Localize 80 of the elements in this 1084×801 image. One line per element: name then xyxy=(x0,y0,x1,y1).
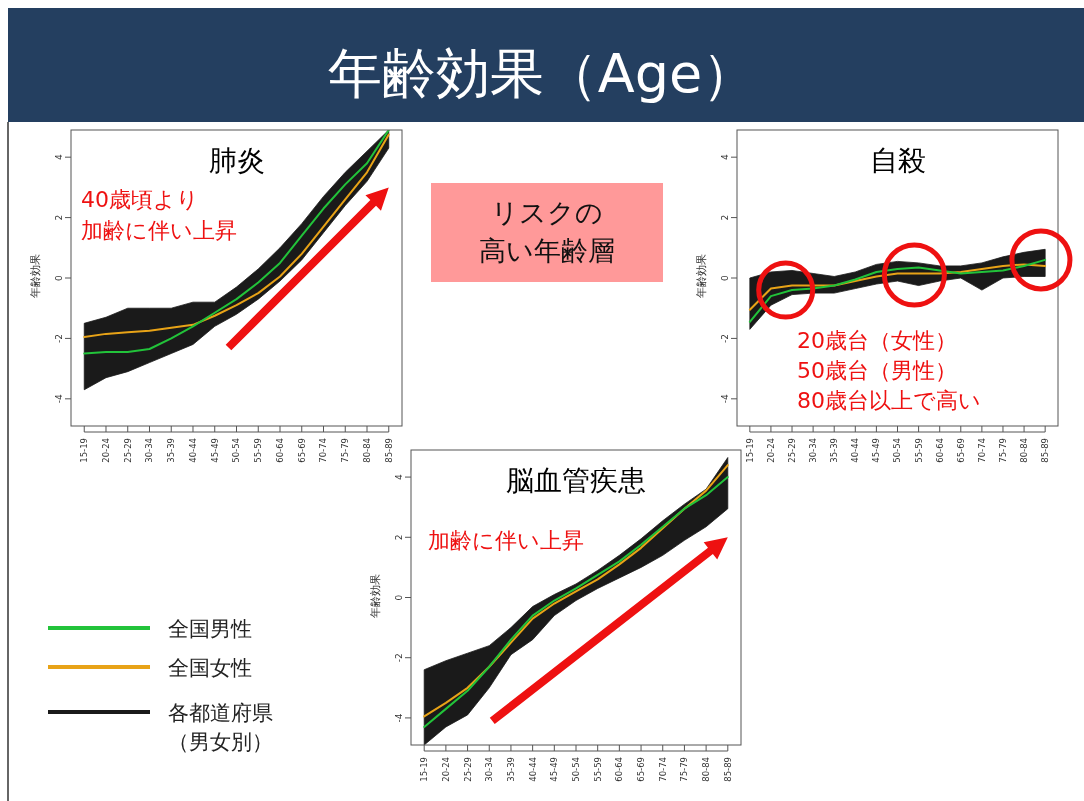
x-tick-label: 70-74 xyxy=(657,757,668,782)
y-tick-label: 4 xyxy=(394,473,405,480)
x-tick-label: 40-44 xyxy=(527,757,538,782)
text: 年齢効果（Age） xyxy=(327,42,757,105)
x-tick-label: 70-74 xyxy=(976,438,987,463)
y-tick-label: 4 xyxy=(54,154,65,161)
line-series xyxy=(748,258,1047,323)
line-series xyxy=(748,263,1047,311)
y-axis-title: 年齢効果 xyxy=(29,254,42,298)
x-tick-label: 25-29 xyxy=(462,757,473,782)
y-tick-label: 2 xyxy=(720,214,731,221)
x-tick-label: 25-29 xyxy=(787,438,797,463)
x-tick-label: 75-79 xyxy=(340,438,351,463)
x-tick-label: 50-54 xyxy=(892,438,903,463)
x-tick-label: 30-34 xyxy=(808,438,819,463)
x-tick-label: 40-44 xyxy=(187,438,198,463)
x-tick-label: 80-84 xyxy=(701,757,712,782)
legend-label: 全国男性 xyxy=(168,617,252,641)
x-tick-label: 15-19 xyxy=(744,438,755,463)
x-tick-label: 45-49 xyxy=(871,438,882,463)
y-tick-label: 2 xyxy=(394,534,405,541)
x-tick-label: 65-69 xyxy=(955,438,966,463)
x-tick-label: 15-19 xyxy=(419,757,430,782)
text: 脳血管疾患 xyxy=(506,464,646,497)
annotation: 80歳台以上で高い xyxy=(797,388,981,413)
legend-label: 各都道府県（男女別） xyxy=(168,701,273,754)
x-tick-label: 65-69 xyxy=(636,757,647,782)
x-tick-label: 45-49 xyxy=(209,438,220,463)
y-tick-label: -2 xyxy=(720,333,731,343)
annotation: 加齢に伴い上昇 xyxy=(428,528,584,553)
x-tick-label: 30-34 xyxy=(484,757,495,782)
y-tick-label: -2 xyxy=(394,653,405,663)
y-tick-label: 4 xyxy=(720,154,731,161)
x-tick-label: 55-59 xyxy=(253,438,264,463)
text: リスクの xyxy=(491,197,603,228)
text: 自殺 xyxy=(869,144,926,177)
x-tick-label: 65-69 xyxy=(296,438,307,463)
x-tick-label: 25-29 xyxy=(122,438,133,463)
x-tick-label: 50-54 xyxy=(570,757,581,782)
y-tick-label: -4 xyxy=(394,713,405,723)
y-axis-title: 年齢効果 xyxy=(369,573,382,618)
x-tick-label: 35-39 xyxy=(829,438,840,463)
x-tick-label: 35-39 xyxy=(505,757,516,782)
y-tick-label: 0 xyxy=(54,274,65,281)
y-tick-label: -4 xyxy=(54,394,65,404)
x-tick-label: 85-89 xyxy=(383,438,394,463)
x-tick-label: 20-24 xyxy=(100,438,111,463)
x-tick-label: 55-59 xyxy=(592,757,603,782)
x-tick-label: 35-39 xyxy=(166,438,177,463)
x-tick-label: 80-84 xyxy=(361,438,372,463)
text: 肺炎 xyxy=(208,144,265,177)
x-tick-label: 80-84 xyxy=(1019,438,1030,463)
text: 高い年齢層 xyxy=(479,235,615,266)
x-tick-label: 50-54 xyxy=(231,438,242,463)
x-tick-label: 60-64 xyxy=(274,438,285,463)
annotation: 50歳台（男性） xyxy=(797,358,957,383)
legend-label: 全国女性 xyxy=(168,656,252,680)
y-tick-label: 2 xyxy=(54,214,65,221)
y-tick-label: -2 xyxy=(54,333,65,343)
x-tick-label: 20-24 xyxy=(765,438,776,463)
x-tick-label: 40-44 xyxy=(850,438,861,463)
x-tick-label: 75-79 xyxy=(997,438,1008,463)
x-tick-label: 85-89 xyxy=(1040,438,1051,463)
x-tick-label: 75-79 xyxy=(679,757,690,782)
x-tick-label: 55-59 xyxy=(913,438,924,463)
annotation: 20歳台（女性） xyxy=(797,328,957,353)
y-tick-label: 0 xyxy=(394,594,405,601)
annotation: 40歳頃より xyxy=(81,187,199,212)
x-tick-label: 70-74 xyxy=(318,438,329,463)
x-tick-label: 60-64 xyxy=(934,438,945,463)
y-tick-label: 0 xyxy=(720,274,731,281)
x-tick-label: 85-89 xyxy=(722,757,733,782)
y-tick-label: -4 xyxy=(720,394,731,404)
x-tick-label: 20-24 xyxy=(440,757,451,782)
x-tick-label: 15-19 xyxy=(79,438,90,463)
x-tick-label: 60-64 xyxy=(614,757,625,782)
x-tick-label: 45-49 xyxy=(549,757,560,782)
annotation: 加齢に伴い上昇 xyxy=(81,218,237,243)
y-axis-title: 年齢効果 xyxy=(695,254,708,298)
x-tick-label: 30-34 xyxy=(144,438,155,463)
